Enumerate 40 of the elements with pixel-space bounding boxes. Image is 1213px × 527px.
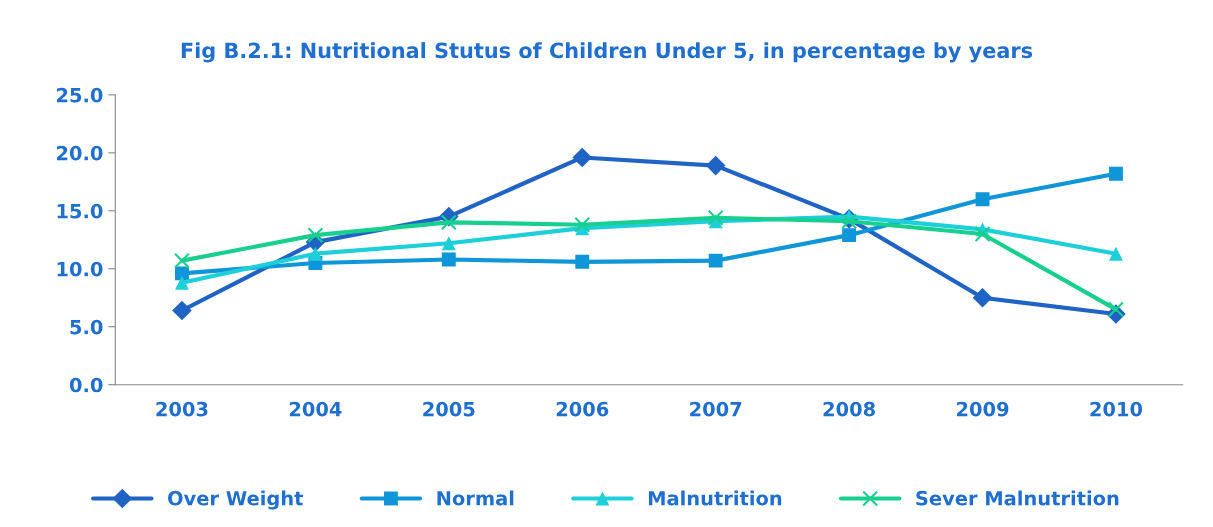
point bbox=[972, 287, 993, 308]
y-tick-label: 20.0 bbox=[56, 145, 103, 161]
point bbox=[708, 253, 723, 268]
point bbox=[441, 252, 456, 267]
legend-label: Over Weight bbox=[168, 490, 303, 510]
point bbox=[842, 228, 857, 243]
x-tick-label: 2010 bbox=[1090, 401, 1143, 417]
x-tick-label: 2008 bbox=[823, 401, 875, 417]
point bbox=[975, 192, 990, 207]
point bbox=[441, 236, 456, 251]
point bbox=[707, 209, 724, 226]
point bbox=[572, 147, 593, 168]
y-tick-label: 5.0 bbox=[70, 319, 103, 335]
y-tick-label: 25.0 bbox=[56, 87, 103, 103]
x-tick-label: 2005 bbox=[423, 401, 475, 417]
y-tick-label: 15.0 bbox=[57, 203, 103, 219]
x-tick-label: 2009 bbox=[957, 401, 1009, 417]
chart-title: Fig B.2.1: Nutritional Stutus of Children Under 5, in percentage by years bbox=[181, 42, 1033, 63]
y-tick-label: 0.0 bbox=[69, 377, 103, 393]
legend-label: Malnutrition bbox=[648, 490, 782, 506]
x-tick-label: 2006 bbox=[556, 401, 609, 417]
point bbox=[705, 155, 726, 176]
point bbox=[1107, 301, 1124, 318]
point bbox=[575, 254, 590, 269]
legend-label: Sever Malnutrition bbox=[916, 490, 1119, 506]
point bbox=[1109, 246, 1123, 261]
point bbox=[974, 226, 991, 242]
x-tick-label: 2003 bbox=[156, 401, 208, 417]
x-tick-label: 2004 bbox=[289, 401, 342, 417]
point bbox=[574, 216, 591, 233]
point bbox=[175, 275, 189, 290]
x-tick-label: 2007 bbox=[690, 401, 742, 417]
legend-label: Normal bbox=[437, 490, 514, 506]
point bbox=[440, 214, 457, 231]
point bbox=[308, 246, 323, 261]
point bbox=[1109, 166, 1123, 181]
point bbox=[307, 227, 324, 244]
point bbox=[172, 300, 192, 321]
y-tick-label: 10.0 bbox=[57, 261, 103, 277]
point bbox=[173, 252, 190, 269]
